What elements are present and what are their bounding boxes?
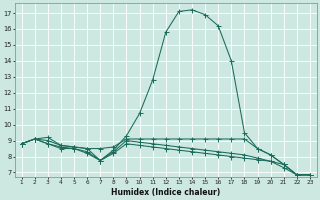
X-axis label: Humidex (Indice chaleur): Humidex (Indice chaleur) xyxy=(111,188,220,197)
